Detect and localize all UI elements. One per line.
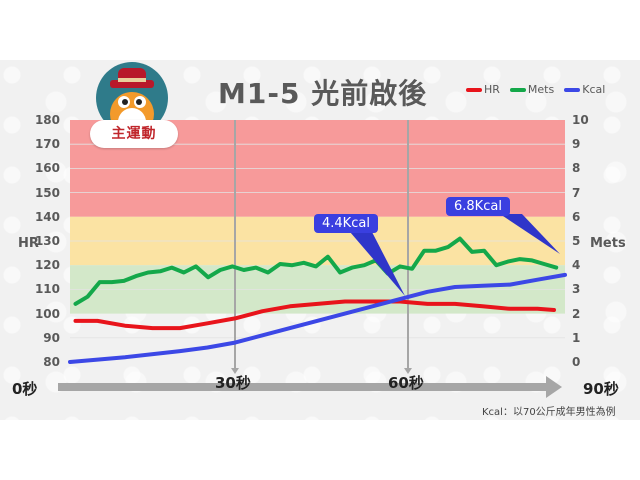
legend-label: HR [484, 83, 500, 96]
reference-lines [234, 120, 409, 372]
left-tick-label: 90 [43, 330, 60, 345]
left-tick-label: 110 [34, 282, 60, 297]
callout-tail-4-4 [350, 232, 405, 296]
right-tick-label: 5 [572, 234, 581, 248]
time-label-90: 90秒 [583, 380, 619, 398]
mets-line [73, 236, 559, 306]
kcal-line [68, 272, 567, 364]
legend-item-hr: HR [466, 83, 500, 96]
time-arrow-head-icon [546, 376, 562, 398]
right-tick-label: 6 [572, 209, 581, 224]
legend-item-kcal: Kcal [564, 83, 605, 96]
right-tick-label: 2 [572, 306, 581, 321]
right-axis-label: Mets [590, 236, 626, 251]
legend-label: Mets [527, 83, 555, 96]
hr-swatch-icon [466, 87, 482, 92]
left-tick-label: 140 [34, 209, 60, 224]
right-tick-label: 4 [572, 258, 581, 273]
time-label-0: 0秒 [12, 380, 38, 398]
kcal-swatch-icon [564, 87, 581, 92]
hr-line [73, 299, 556, 331]
left-tick-label: 80 [43, 355, 60, 369]
mets-swatch-icon [509, 87, 526, 92]
left-tick-label: 120 [34, 258, 60, 273]
legend-item-mets: Mets [509, 83, 555, 96]
time-label-60: 60秒 [388, 374, 424, 392]
right-tick-label: 10 [572, 113, 589, 127]
legend-label: Kcal [582, 83, 606, 96]
callout-6-8kcal: 6.8Kcal [446, 197, 510, 216]
left-tick-label: 130 [34, 234, 60, 248]
right-tick-label: 1 [572, 330, 581, 345]
left-tick-label: 180 [34, 113, 60, 127]
page-title: M1-5 光前啟後 [218, 77, 428, 110]
time-label-30: 30秒 [215, 374, 251, 392]
callout-4-4kcal: 4.4Kcal [314, 214, 378, 233]
left-axis-label: HR [18, 236, 39, 251]
left-tick-label: 170 [34, 137, 60, 152]
callout-tail-6-8 [500, 214, 560, 254]
kcal-footnote: Kcal：以70公斤成年男性為例 [482, 407, 616, 418]
left-tick-label: 150 [34, 185, 60, 200]
chart-legend: HR Mets Kcal [466, 83, 611, 96]
left-tick-label: 100 [34, 306, 60, 321]
right-tick-label: 9 [572, 137, 581, 152]
right-tick-label: 0 [572, 355, 581, 369]
main-exercise-badge: 主運動 [90, 120, 178, 148]
right-tick-label: 3 [572, 282, 581, 297]
right-tick-label: 7 [572, 185, 581, 200]
time-axis-bar [58, 383, 548, 391]
left-tick-label: 160 [34, 161, 60, 176]
right-tick-label: 8 [572, 161, 581, 176]
